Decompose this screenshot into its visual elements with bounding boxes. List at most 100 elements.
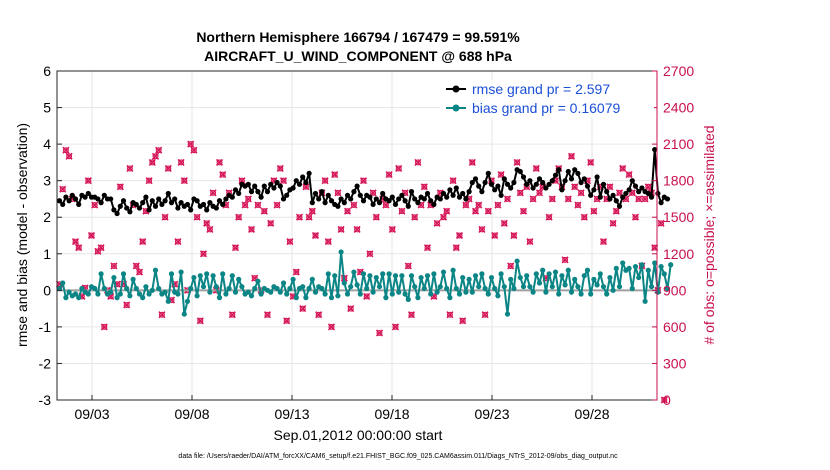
rmse-point [306, 170, 312, 176]
y-tick-label-left: -3 [39, 392, 52, 408]
obs-point [155, 146, 163, 154]
rmse-point [159, 201, 165, 208]
rmse-point [645, 190, 651, 197]
bias-point [412, 284, 418, 290]
bias-point [309, 276, 315, 282]
obs-point [308, 207, 316, 215]
obs-point [571, 183, 579, 191]
y-tick-label-right: 2100 [663, 136, 694, 152]
rmse-point [629, 178, 635, 184]
bias-point [434, 289, 440, 295]
rmse-point [450, 192, 456, 198]
rmse-point [261, 183, 267, 189]
obs-point [177, 158, 185, 166]
bias-point [578, 291, 584, 297]
bias-point [216, 295, 223, 301]
rmse-point [415, 200, 421, 206]
rmse-point [456, 194, 463, 200]
obs-point [215, 158, 224, 166]
plot-area [57, 71, 657, 400]
bias-point [312, 289, 319, 295]
bias-point [485, 291, 491, 297]
rmse-point [437, 196, 443, 202]
bias-point [456, 291, 463, 297]
rmse-point [421, 196, 427, 202]
obs-point [471, 207, 480, 215]
obs-point [132, 262, 140, 270]
bias-point [95, 291, 101, 297]
rmse-point [344, 192, 351, 198]
x-ticks: 09/03 09/08 09/13 09/18 09/23 09/28 [74, 395, 610, 422]
bias-point [143, 284, 149, 290]
rmse-point [114, 210, 120, 217]
rmse-point [399, 192, 405, 198]
bias-point [133, 285, 139, 292]
bias-point [501, 284, 507, 290]
rmse-point [626, 187, 632, 193]
rmse-point [607, 196, 613, 202]
bias-point [389, 291, 395, 297]
rmse-point [72, 196, 79, 202]
bias-point [482, 285, 488, 292]
bias-point [418, 274, 424, 281]
series-bias [56, 249, 674, 317]
rmse-point [127, 209, 133, 215]
obs-point [635, 195, 643, 203]
rmse-point [485, 170, 491, 176]
y-tick-label-left: 2 [43, 209, 51, 225]
bias-point [629, 285, 635, 292]
rmse-point [360, 198, 367, 204]
rmse-point [517, 168, 523, 175]
rmse-point [69, 192, 75, 198]
y-tick-label-right: 2400 [663, 100, 694, 116]
bias-point [348, 284, 354, 290]
bias-point [466, 276, 472, 282]
rmse-point [536, 176, 543, 182]
obs-point [321, 177, 329, 185]
bias-point [332, 273, 338, 279]
rmse-point [328, 198, 335, 204]
bias-point [661, 271, 667, 277]
rmse-point [300, 174, 306, 180]
bias-point [60, 280, 66, 286]
bias-point [280, 280, 287, 286]
bias-point [527, 284, 533, 290]
rmse-point [556, 167, 562, 173]
x-tick-label: 09/08 [174, 406, 209, 422]
bias-point [72, 291, 79, 297]
bias-point [223, 291, 229, 297]
rmse-point [543, 185, 549, 191]
bias-point [370, 289, 376, 295]
bias-point [373, 274, 379, 281]
rmse-point [440, 190, 447, 197]
bias-point [530, 289, 536, 295]
obs-point [231, 244, 240, 252]
bias-point [210, 273, 216, 279]
obs-point [292, 268, 300, 276]
obs-point [199, 250, 208, 258]
rmse-point [428, 198, 434, 204]
obs-point [564, 195, 572, 203]
rmse-point [552, 172, 559, 178]
obs-point [385, 171, 393, 179]
bias-point [610, 287, 616, 293]
obs-point [299, 305, 307, 313]
rmse-point [303, 179, 309, 186]
y-tick-label-left: 6 [43, 63, 51, 79]
bias-point [213, 284, 219, 290]
rmse-point [341, 200, 347, 206]
bias-point [428, 291, 434, 297]
bias-point [274, 285, 280, 292]
obs-point [135, 268, 144, 276]
obs-point [126, 164, 134, 173]
obs-point [311, 231, 320, 240]
bias-point [626, 265, 632, 271]
y-tick-label-left: 0 [43, 282, 51, 298]
rmse-point [492, 187, 498, 193]
obs-point [619, 164, 627, 173]
bias-point [245, 289, 251, 295]
obs-point [644, 183, 652, 191]
obs-point [59, 185, 67, 193]
rmse-point [504, 181, 511, 187]
obs-point [468, 158, 476, 166]
